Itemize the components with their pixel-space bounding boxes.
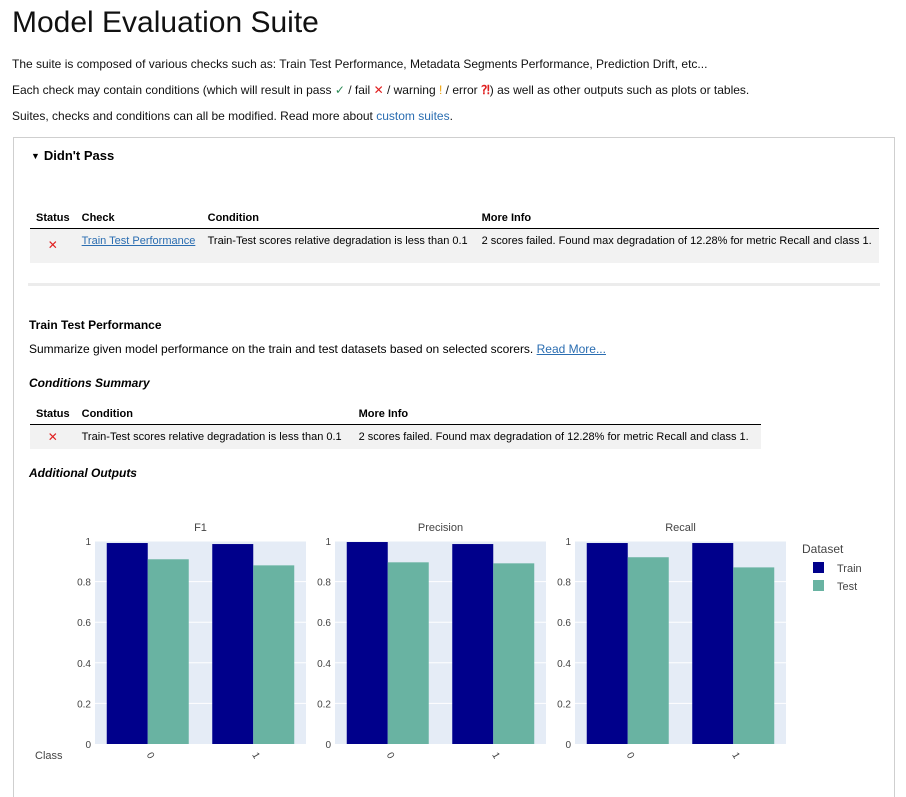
more-info-header: More Info xyxy=(475,209,879,229)
error-icon: ⁈ xyxy=(481,83,490,97)
conditions-summary-table: Status Condition More Info ✕ Train-Test … xyxy=(30,405,761,449)
condition-header: Condition xyxy=(201,209,476,229)
didnt-pass-details: ▼ Didn't Pass Status Check Condition More… xyxy=(13,137,895,797)
bar-test xyxy=(253,565,295,744)
more-info-cell: 2 scores failed. Found max degradation o… xyxy=(358,430,749,443)
bar-test xyxy=(387,562,429,744)
conditions-summary-title: Conditions Summary xyxy=(29,376,150,390)
page-title: Model Evaluation Suite xyxy=(12,6,319,39)
train-test-performance-link[interactable]: Train Test Performance xyxy=(81,234,196,247)
legend-swatch-train xyxy=(813,562,824,573)
legend-label-test: Test xyxy=(837,581,857,593)
y-tick-label: 0.8 xyxy=(557,578,571,589)
y-tick-label: 0 xyxy=(85,740,91,751)
x-tick-label: 1 xyxy=(489,751,502,762)
didnt-pass-table: Status Check Condition More Info ✕ Train… xyxy=(30,209,879,263)
x-tick-label: 1 xyxy=(729,751,742,762)
condition-cell: Train-Test scores relative degradation i… xyxy=(81,430,342,443)
performance-bar-chart: 0 0.2 0.4 0.6 0.8 1 F1 0 1 0 0.2 0.4 0.6 0.8 1 Precisio… xyxy=(35,522,862,762)
bar-train xyxy=(212,544,254,744)
y-tick-label: 0 xyxy=(325,740,331,751)
additional-outputs-title: Additional Outputs xyxy=(29,466,137,480)
y-tick-label: 0.6 xyxy=(557,618,571,629)
y-tick-label: 0.4 xyxy=(557,659,571,670)
bar-test xyxy=(493,563,535,744)
more-info-header: More Info xyxy=(352,405,761,425)
condition-header: Condition xyxy=(75,405,353,425)
legend-title: Dataset xyxy=(802,542,844,556)
caret-down-icon: ▼ xyxy=(31,151,40,161)
read-more-link[interactable]: Read More... xyxy=(536,342,606,356)
table-header-row: Status Check Condition More Info xyxy=(30,209,879,229)
y-tick-label: 0.4 xyxy=(317,659,331,670)
y-tick-label: 0.8 xyxy=(77,578,91,589)
x-tick-label: 0 xyxy=(624,751,637,762)
legend-label-train: Train xyxy=(837,563,862,575)
x-tick-label: 0 xyxy=(384,751,397,762)
y-tick-label: 1 xyxy=(325,537,331,548)
intro-text-part: / error xyxy=(442,83,481,97)
y-tick-label: 1 xyxy=(85,537,91,548)
table-header-row: Status Condition More Info xyxy=(30,405,761,425)
more-info-cell: 2 scores failed. Found max degradation o… xyxy=(481,234,872,247)
status-header: Status xyxy=(30,209,76,229)
didnt-pass-label: Didn't Pass xyxy=(43,148,115,163)
bar-test xyxy=(733,567,775,744)
check-description-text: Summarize given model performance on the… xyxy=(29,342,537,356)
intro-text-part: Suites, checks and conditions can all be… xyxy=(12,109,377,123)
intro-text-part: / warning xyxy=(383,83,439,97)
intro-text-part: Each check may contain conditions (which… xyxy=(12,83,335,97)
status-header: Status xyxy=(30,405,76,425)
intro-text-part: ) as well as other outputs such as plots… xyxy=(489,83,750,97)
subplot-title: Recall xyxy=(665,522,696,534)
x-tick-label: 0 xyxy=(144,751,157,762)
bar-train xyxy=(586,543,628,744)
x-axis-label: Class xyxy=(35,750,63,762)
bar-test xyxy=(627,557,669,744)
bar-train xyxy=(346,542,388,744)
bar-test xyxy=(147,559,189,744)
fail-icon: ✕ xyxy=(373,83,384,97)
check-section-title: Train Test Performance xyxy=(29,318,162,332)
check-header: Check xyxy=(75,209,202,229)
table-row: ✕ Train-Test scores relative degradation… xyxy=(30,424,761,449)
fail-status-icon: ✕ xyxy=(47,238,58,253)
y-tick-label: 1 xyxy=(565,537,571,548)
y-tick-label: 0.8 xyxy=(317,578,331,589)
y-tick-label: 0.4 xyxy=(77,659,91,670)
subplot-title: Precision xyxy=(418,522,463,534)
intro-text-checks: The suite is composed of various checks … xyxy=(12,57,708,71)
y-tick-label: 0.6 xyxy=(77,618,91,629)
bar-train xyxy=(692,543,734,744)
y-tick-label: 0.6 xyxy=(317,618,331,629)
condition-cell: Train-Test scores relative degradation i… xyxy=(207,234,468,247)
warning-icon: ! xyxy=(438,83,443,97)
check-description: Summarize given model performance on the… xyxy=(29,342,606,356)
intro-text-custom: Suites, checks and conditions can all be… xyxy=(12,109,453,123)
section-divider xyxy=(28,283,880,286)
y-tick-label: 0.2 xyxy=(317,699,331,710)
x-tick-label: 1 xyxy=(249,751,262,762)
y-tick-label: 0.2 xyxy=(557,699,571,710)
intro-text-conditions: Each check may contain conditions (which… xyxy=(12,83,749,97)
subplot-title: F1 xyxy=(194,522,207,534)
y-tick-label: 0.2 xyxy=(77,699,91,710)
custom-suites-link[interactable]: custom suites xyxy=(376,109,450,123)
y-tick-label: 0 xyxy=(565,740,571,751)
table-row: ✕ Train Test Performance Train-Test scor… xyxy=(30,228,879,263)
legend-swatch-test xyxy=(813,580,824,591)
bar-train xyxy=(452,544,494,744)
didnt-pass-summary[interactable]: ▼ Didn't Pass xyxy=(31,148,114,163)
bar-train xyxy=(106,543,148,744)
intro-text-part: / fail xyxy=(344,83,374,97)
pass-icon: ✓ xyxy=(334,83,345,97)
intro-text-part: . xyxy=(449,109,453,123)
fail-status-icon: ✕ xyxy=(47,429,58,444)
